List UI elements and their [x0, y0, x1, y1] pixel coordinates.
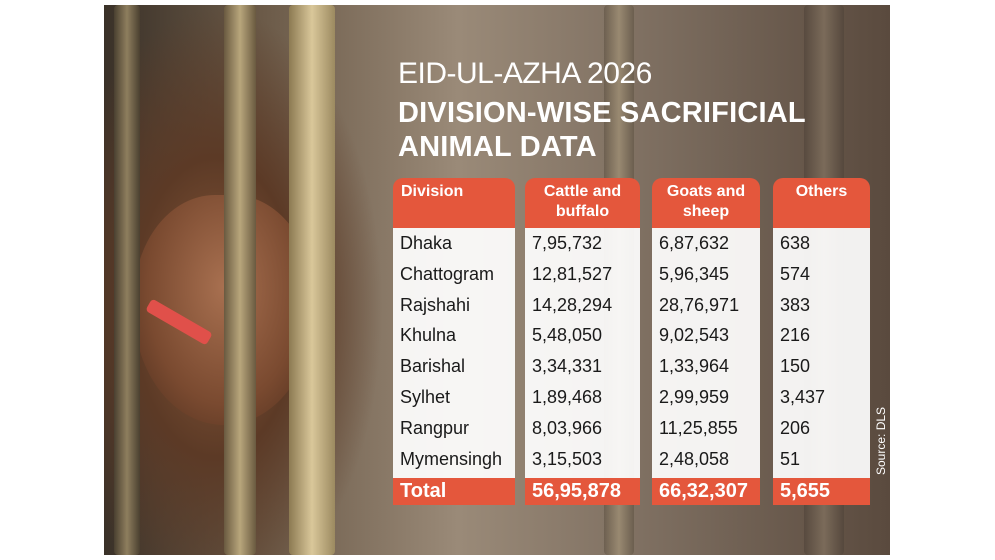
- table-cell: Sylhet: [400, 387, 451, 407]
- table-cell: Chattogram: [400, 263, 495, 284]
- table-cell: 216: [780, 325, 811, 346]
- table-cell: 150: [780, 356, 811, 377]
- table-cell: 2,48,058: [659, 448, 730, 469]
- pre-title: EID-UL-AZHA 2026: [398, 57, 652, 90]
- bamboo-pole: [224, 5, 256, 555]
- total-row: [652, 478, 760, 505]
- total-cell: 5,655: [780, 480, 831, 502]
- table-cell: 5,96,345: [659, 263, 730, 284]
- column-header: Cattle and buffalo: [525, 178, 640, 228]
- table-cell: Rajshahi: [400, 294, 471, 315]
- table-cell: Barishal: [400, 356, 466, 377]
- column-header: Goats and sheep: [652, 178, 760, 228]
- table-cell: 11,25,855: [659, 417, 738, 438]
- table-cell: 3,437: [780, 387, 826, 407]
- table-cell: 9,02,543: [659, 325, 730, 346]
- table-cell: 574: [780, 263, 811, 284]
- table-cell: 5,48,050: [532, 325, 603, 346]
- bamboo-pole: [289, 5, 335, 555]
- total-cell: 66,32,307: [659, 480, 748, 502]
- column-header: Others: [773, 178, 870, 228]
- table-cell: 2,99,959: [659, 387, 730, 407]
- table-cell: 12,81,527: [532, 263, 613, 284]
- data-table: Division Dhaka Chattogram Rajshahi Khulna Bar…: [104, 5, 890, 555]
- title-line: DIVISION-WISE SACRIFICIAL: [398, 97, 806, 129]
- table-cell: 14,28,294: [532, 294, 613, 315]
- column-body: [525, 228, 640, 478]
- table-cell: 383: [780, 294, 811, 315]
- table-cell: 206: [780, 417, 811, 438]
- table-cell: 8,03,966: [532, 417, 603, 438]
- table-cell: Rangpur: [400, 417, 470, 438]
- table-cell: 3,15,503: [532, 448, 603, 469]
- title-line: ANIMAL DATA: [398, 131, 597, 163]
- table-cell: Dhaka: [400, 233, 453, 253]
- column-body: [393, 228, 515, 478]
- table-cell: 638: [780, 233, 811, 253]
- total-cell: 56,95,878: [532, 480, 621, 502]
- table-cell: 1,89,468: [532, 387, 603, 407]
- table-cell: 28,76,971: [659, 294, 740, 315]
- column-body: [773, 228, 870, 478]
- source: Source: DLS: [874, 406, 888, 475]
- column-header: Division: [393, 178, 515, 228]
- table-cell: 1,33,964: [659, 356, 730, 377]
- total-row: [773, 478, 870, 505]
- total-row: [393, 478, 515, 505]
- table-cell: Khulna: [400, 325, 457, 346]
- poster: EID-UL-AZHA 2026 DIVISION-WISE SACRIFICI…: [104, 5, 890, 555]
- bamboo-pole: [114, 5, 140, 555]
- column-body: [652, 228, 760, 478]
- table-cell: 6,87,632: [659, 233, 730, 253]
- table-cell: 51: [780, 448, 801, 469]
- table-cell: 7,95,732: [532, 233, 603, 253]
- total-row: [525, 478, 640, 505]
- table-cell: 3,34,331: [532, 356, 603, 377]
- total-cell: Total: [400, 480, 447, 502]
- table-cell: Mymensingh: [400, 448, 503, 469]
